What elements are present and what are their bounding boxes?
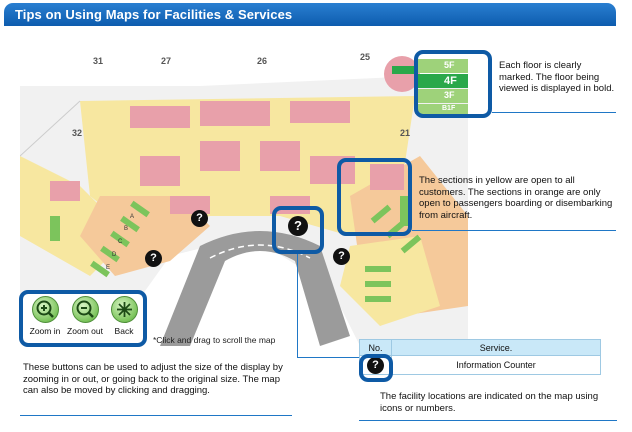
- connector-line: [297, 254, 298, 358]
- information-icon[interactable]: ?: [333, 248, 350, 265]
- sections-note: The sections in yellow are open to all c…: [419, 175, 613, 221]
- column-header-service: Service.: [391, 339, 601, 356]
- zoom-in-icon: [31, 296, 59, 323]
- zoom-out-label: Zoom out: [67, 326, 103, 336]
- divider: [359, 420, 617, 421]
- apron-road: [160, 231, 350, 346]
- gate-label: 21: [400, 128, 411, 138]
- table-row[interactable]: ? Information Counter: [359, 355, 601, 375]
- information-icon[interactable]: ?: [191, 210, 208, 227]
- table-cell-service: Information Counter: [391, 355, 601, 375]
- zoom-out-icon: [71, 296, 99, 323]
- gate-label: 31: [93, 56, 104, 66]
- floor-item-5f[interactable]: 5F: [444, 60, 455, 70]
- section-letter: E: [106, 265, 111, 271]
- section-letter: D: [112, 252, 117, 258]
- divider: [20, 415, 292, 416]
- zoom-controls: Zoom in Zoom out Back: [19, 290, 147, 347]
- zoom-in-label: Zoom in: [29, 326, 61, 336]
- reset-view-icon: [110, 296, 138, 323]
- floor-item-4f[interactable]: 4F: [444, 75, 457, 87]
- service-table: No. Service. ? Information Counter: [359, 339, 601, 375]
- section-header: Tips on Using Maps for Facilities & Serv…: [4, 3, 616, 26]
- terminal-map[interactable]: 31 27 26 25 32 21 A B C D E 5F 4F 3F B1F…: [20, 46, 468, 346]
- information-icon[interactable]: ?: [288, 216, 308, 236]
- section-letter: A: [130, 214, 135, 220]
- zoom-out-button[interactable]: Zoom out: [65, 296, 105, 336]
- column-header-no: No.: [359, 339, 392, 356]
- gate-label: 32: [72, 128, 83, 138]
- scroll-hint: *Click and drag to scroll the map: [153, 335, 276, 345]
- table-header-row: No. Service.: [359, 339, 601, 356]
- icons-note: The facility locations are indicated on …: [380, 391, 599, 414]
- back-button[interactable]: Back: [104, 296, 144, 336]
- connector-line: [297, 357, 359, 358]
- floor-item-b1f[interactable]: B1F: [442, 105, 456, 112]
- floor-selector-highlight: [414, 50, 492, 118]
- section-letter: B: [124, 226, 129, 232]
- section-letter: C: [118, 239, 123, 245]
- page-title: Tips on Using Maps for Facilities & Serv…: [15, 7, 293, 22]
- map-icon-highlight: [272, 206, 324, 254]
- gate-label: 25: [360, 52, 371, 62]
- map-graphic: [20, 56, 468, 346]
- floors-note: Each floor is clearly marked. The floor …: [499, 60, 615, 95]
- buttons-note: These buttons can be used to adjust the …: [23, 362, 283, 397]
- divider: [492, 112, 616, 113]
- table-icon-highlight: [359, 354, 393, 382]
- gate-label: 26: [257, 56, 268, 66]
- information-icon: ?: [367, 357, 384, 374]
- information-icon[interactable]: ?: [145, 250, 162, 267]
- back-label: Back: [114, 326, 134, 336]
- gate-label: 27: [161, 56, 172, 66]
- divider: [412, 230, 616, 231]
- floor-item-3f[interactable]: 3F: [444, 90, 455, 100]
- sections-highlight: [337, 158, 412, 236]
- zoom-in-button[interactable]: Zoom in: [25, 296, 65, 336]
